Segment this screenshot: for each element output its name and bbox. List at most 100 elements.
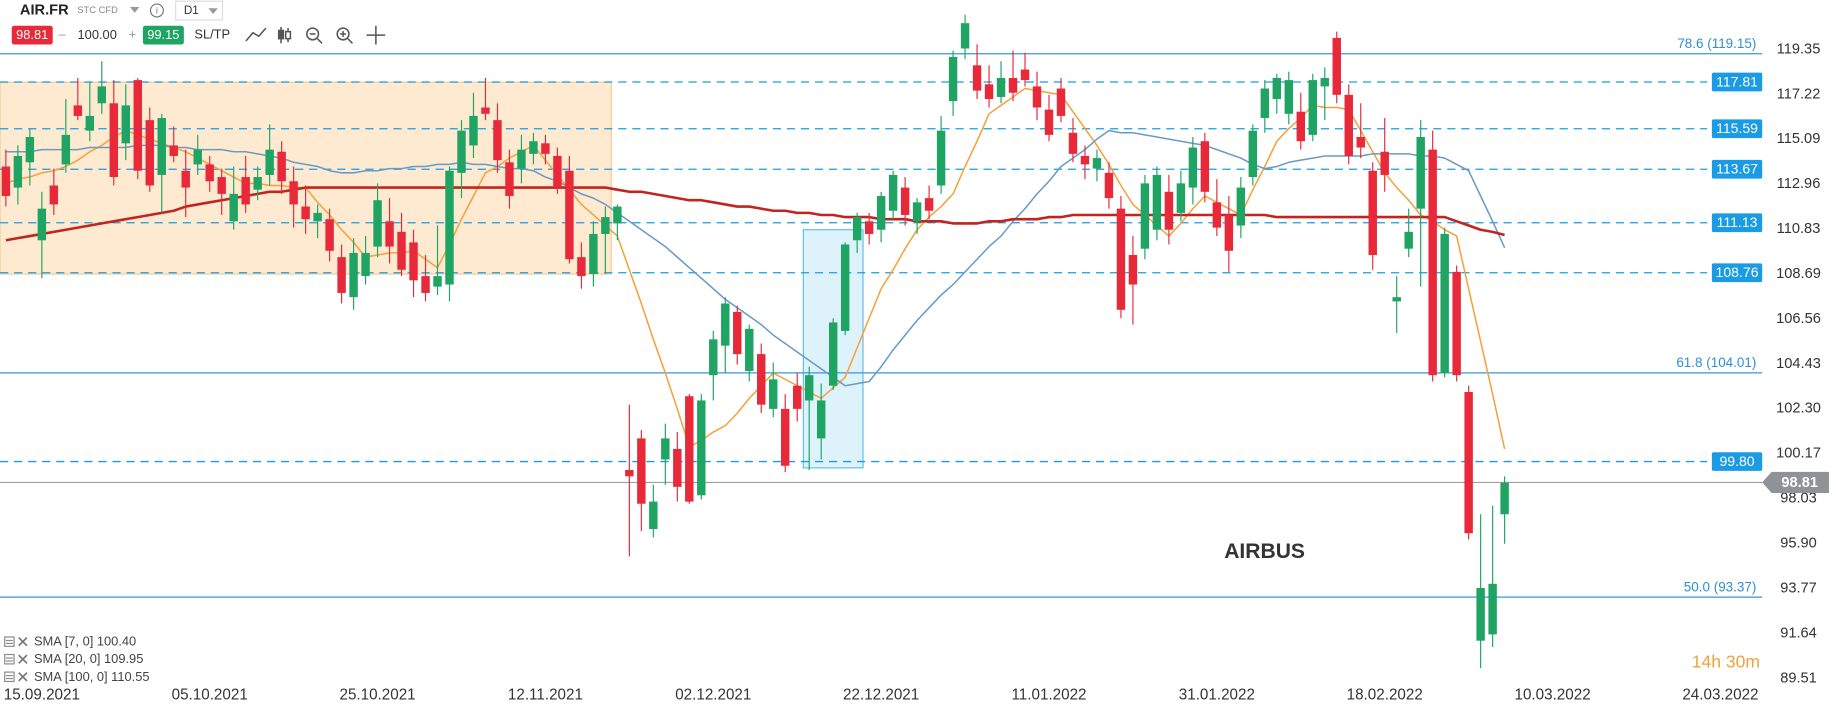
- dropdown-arrow[interactable]: [129, 7, 140, 13]
- candle-body: [265, 149, 274, 175]
- candle-body: [1164, 191, 1174, 230]
- level-tag: [1711, 213, 1763, 233]
- legend-remove[interactable]: [18, 672, 28, 682]
- candle-body: [217, 177, 226, 194]
- x-tick-label: 11.01.2022: [1011, 687, 1086, 704]
- y-tick-label: 119.35: [1777, 41, 1821, 57]
- candle-body: [637, 438, 646, 504]
- candle-body: [625, 469, 634, 477]
- candle-body: [1320, 77, 1329, 87]
- candle-body: [505, 162, 514, 197]
- info-icon[interactable]: [149, 3, 164, 18]
- candle-body: [289, 181, 298, 205]
- x-tick-label: 25.10.2021: [339, 687, 415, 704]
- y-tick-label: 106.56: [1776, 311, 1821, 327]
- level-tag: [1711, 119, 1763, 139]
- candle-body: [1440, 233, 1449, 374]
- candle-body: [661, 438, 670, 460]
- buy-button[interactable]: [142, 25, 184, 45]
- candle-body: [1, 166, 11, 197]
- level-label: 113.67: [1716, 161, 1758, 177]
- candle-body: [1380, 151, 1389, 175]
- y-tick-label: 108.69: [1776, 266, 1821, 282]
- candle-body: [840, 244, 850, 331]
- candle-body: [972, 65, 982, 91]
- candle-tool-icon[interactable]: [277, 26, 292, 44]
- chart-title: AIRBUS: [1224, 540, 1305, 563]
- y-tick-label: 102.30: [1776, 401, 1821, 417]
- x-tick-label: 31.01.2022: [1179, 687, 1255, 704]
- last-price-tag: [1762, 471, 1829, 493]
- candle-body: [1332, 37, 1341, 95]
- info-glyph: i: [156, 6, 158, 16]
- sltp[interactable]: SL/TP: [194, 27, 230, 42]
- plot-area: 78.6 (119.15) 61.8 (104.01) 50.0 (93.37) 11…: [0, 14, 1763, 669]
- candle-body: [1008, 77, 1018, 93]
- candle-body: [373, 200, 382, 247]
- candle-body: [1236, 187, 1246, 226]
- candle-body: [1068, 132, 1078, 154]
- candle-body: [804, 375, 814, 401]
- candle-body: [1308, 80, 1317, 135]
- candle-body: [1248, 130, 1258, 178]
- candle-body: [325, 219, 334, 251]
- pan-icon[interactable]: [366, 25, 386, 45]
- candle-body: [852, 217, 862, 241]
- candle-body: [912, 202, 922, 222]
- candle-body: [229, 193, 238, 222]
- candle-body: [745, 328, 754, 371]
- candle-body: [1464, 392, 1473, 534]
- candle-body: [529, 141, 538, 154]
- candle-body: [409, 242, 418, 281]
- candle-body: [876, 196, 886, 230]
- zoom-in-icon[interactable]: [336, 27, 353, 44]
- candle-body: [1140, 183, 1150, 249]
- y-tick-label: 112.96: [1777, 176, 1821, 192]
- candle-body: [1200, 141, 1210, 192]
- legend-remove[interactable]: [18, 636, 28, 647]
- candle-body: [193, 149, 202, 165]
- candle-body: [1284, 80, 1294, 114]
- candle-body: [49, 185, 59, 205]
- candle-body: [1104, 172, 1114, 199]
- plus[interactable]: +: [129, 27, 137, 42]
- candle-body: [864, 221, 874, 234]
- line-tool-icon[interactable]: [245, 27, 267, 42]
- candle-body: [1416, 136, 1425, 209]
- candle-body: [1356, 136, 1365, 148]
- last-price-label: 98.81: [1781, 475, 1818, 491]
- level-tag: [1711, 452, 1763, 471]
- candle-body: [1404, 231, 1413, 249]
- legend-remove[interactable]: [18, 654, 28, 664]
- symbol[interactable]: AIR.FR: [20, 2, 69, 18]
- candle-body: [1044, 109, 1054, 135]
- candle-body: [1296, 111, 1306, 142]
- candle-body: [349, 252, 358, 298]
- candle-body: [601, 217, 610, 234]
- timeframe-box[interactable]: [175, 0, 224, 21]
- candle-body: [1452, 271, 1461, 376]
- zoom-out-icon[interactable]: [306, 27, 323, 44]
- candle-body: [649, 501, 658, 530]
- minus[interactable]: –: [59, 27, 67, 42]
- y-tick-label: 117.22: [1777, 86, 1821, 102]
- level-tag: [1711, 159, 1763, 179]
- y-tick-label: 89.51: [1780, 670, 1817, 686]
- volume[interactable]: 100.00: [78, 27, 117, 42]
- candle-body: [313, 212, 322, 222]
- candle-body: [1212, 202, 1222, 228]
- candle-body: [721, 303, 730, 346]
- level-label: 117.81: [1716, 73, 1758, 89]
- candle-body: [553, 155, 562, 188]
- candle-body: [433, 276, 442, 287]
- instrument: STC CFD: [77, 5, 118, 15]
- candle-body: [481, 107, 490, 114]
- candle-body: [1020, 69, 1030, 81]
- sell-button[interactable]: [11, 25, 53, 45]
- candle-body: [61, 134, 71, 165]
- countdown: 14h 30m: [1692, 651, 1760, 671]
- candle-body: [25, 136, 35, 163]
- candle-body: [1032, 86, 1042, 108]
- dropdown-arrow: [208, 8, 218, 15]
